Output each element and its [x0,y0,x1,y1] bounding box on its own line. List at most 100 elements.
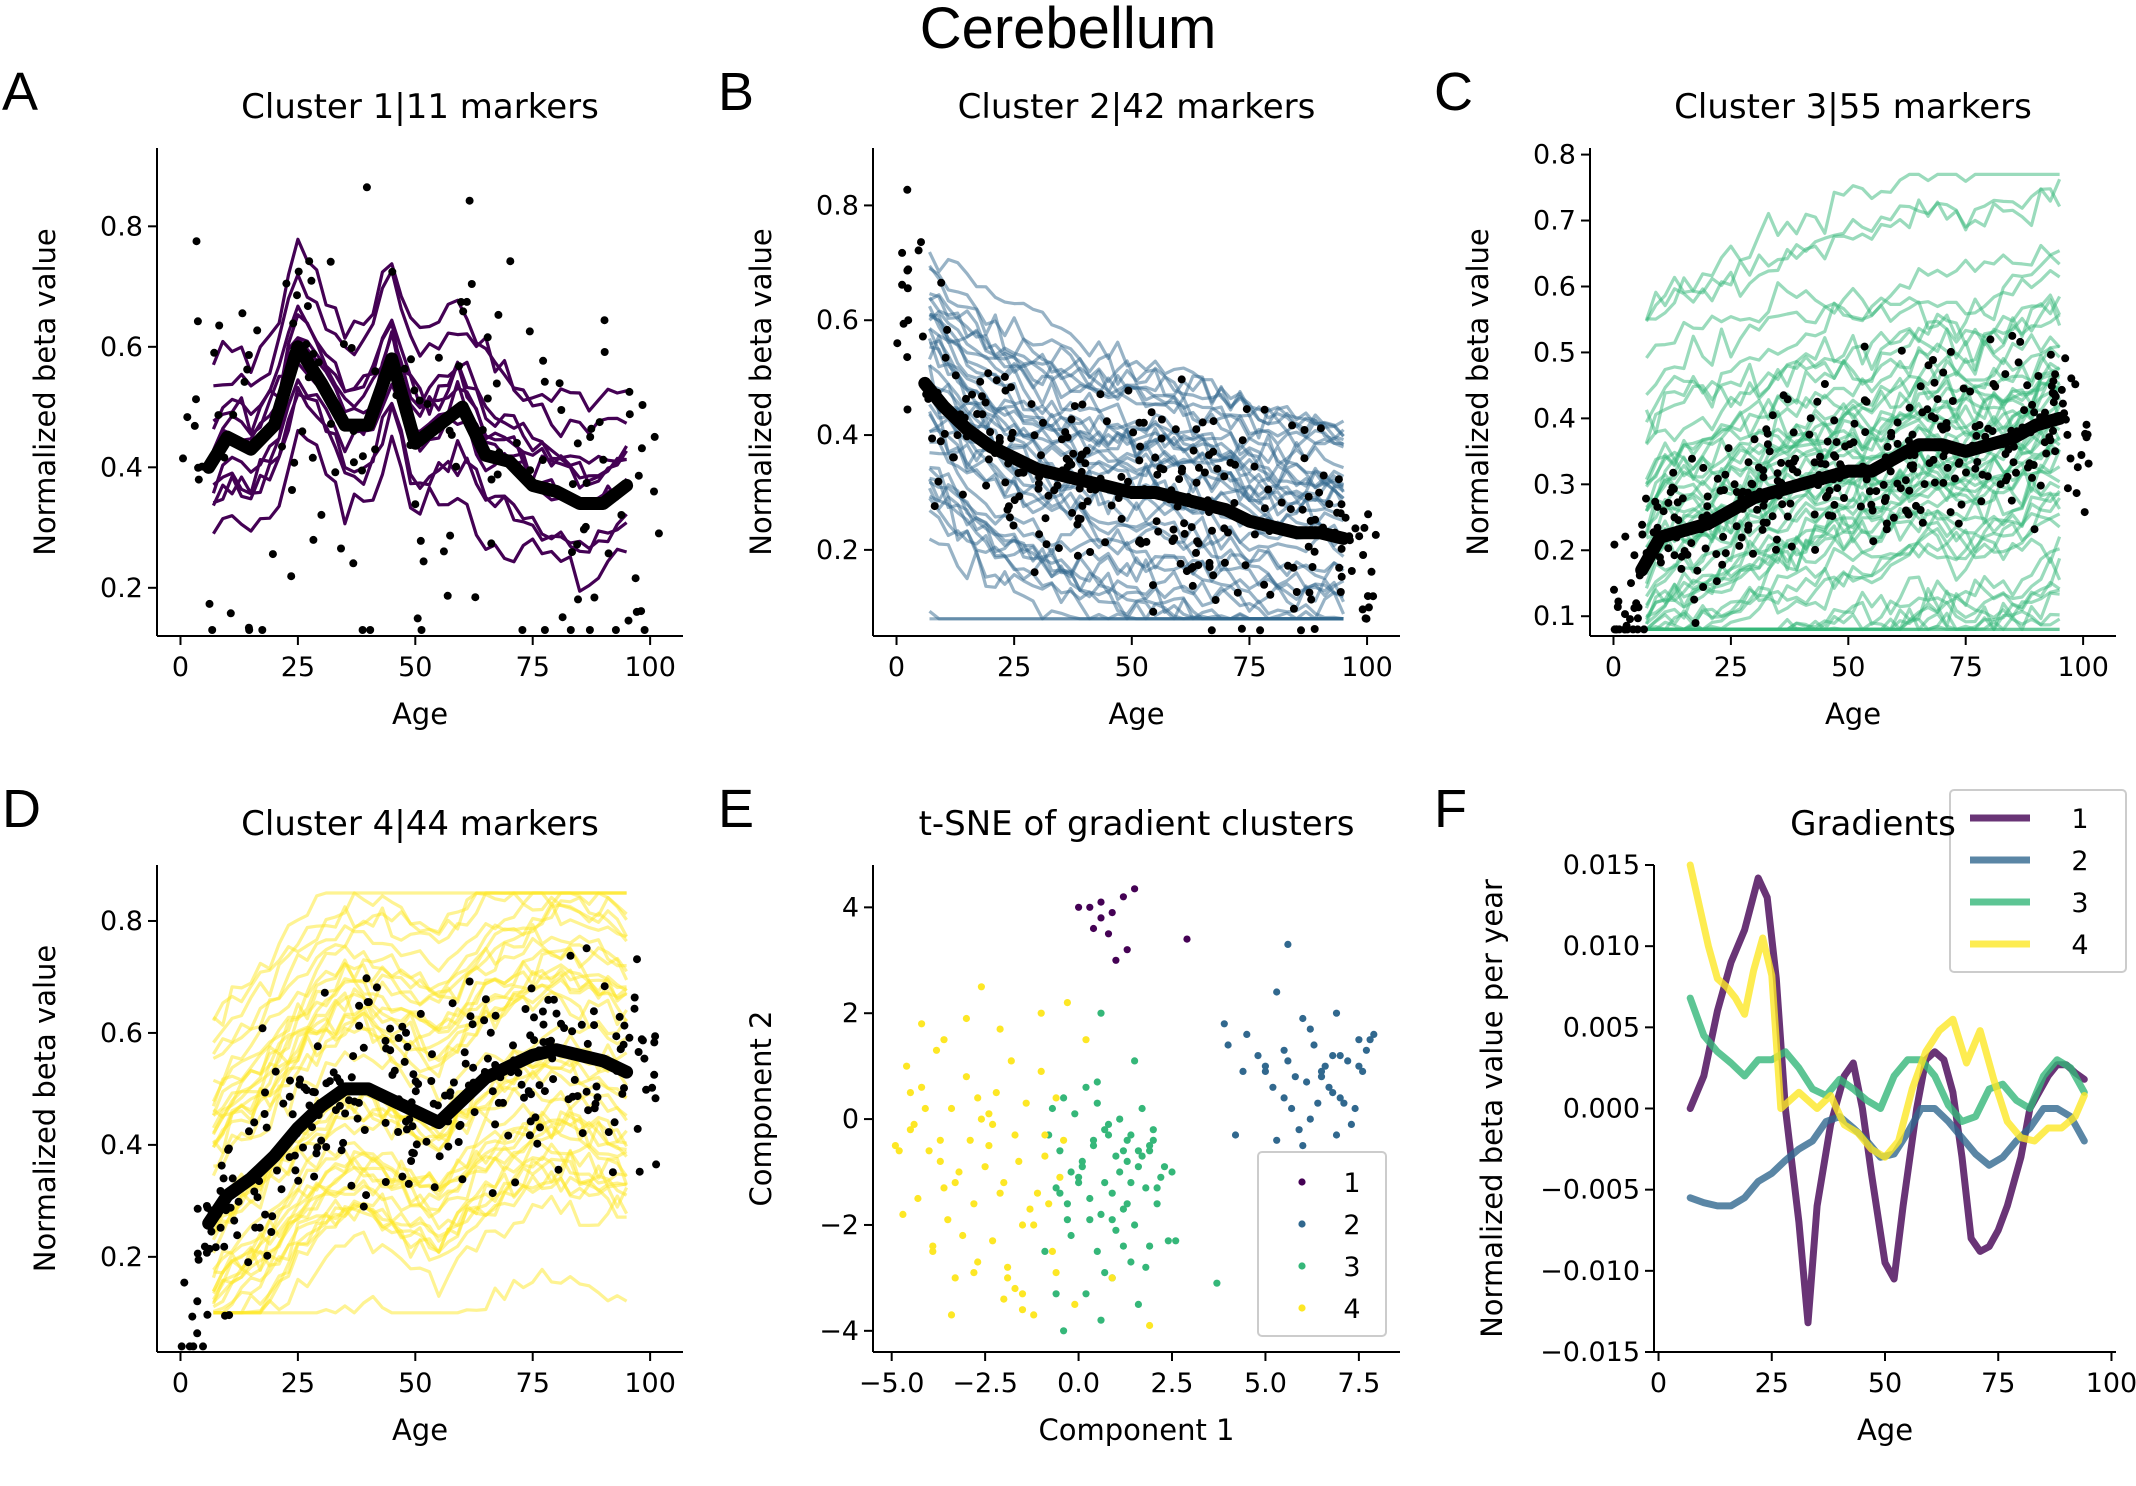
y-axis-label: Normalized beta value per year [1475,879,1509,1338]
data-point [1001,478,1010,487]
data-point [1977,497,1986,506]
panel-b: 0 25 50 75 100 0.2 0.4 0.6 0.8 Age Normalized beta… [718,62,1400,731]
cluster-3-point [1093,1099,1101,1107]
data-point [1142,537,1151,546]
data-point [1830,416,1839,425]
cluster-4-point [921,1104,929,1113]
data-point [359,1043,368,1052]
data-point [253,326,262,335]
data-point [358,452,367,461]
cluster-4-point [947,1311,956,1319]
data-point [624,616,633,625]
data-point [1153,470,1162,479]
data-point [610,1118,619,1127]
data-point [2072,489,2081,498]
data-point [962,394,970,403]
panel-title: Cluster 4|44 markers [241,804,599,844]
data-point [625,410,634,419]
data-point [194,475,203,484]
data-point [1946,508,1955,517]
cluster-2-point [1336,1052,1344,1060]
cluster-2-point [1370,1030,1378,1038]
cluster-1-point [1112,956,1120,964]
data-point [1177,375,1186,384]
y-tick-label: 0.4 [1533,403,1576,434]
cluster-3-point [1052,1184,1060,1192]
data-point [538,1007,547,1016]
cluster-2-point [1303,1078,1311,1086]
data-point [322,1143,331,1151]
data-point [337,544,345,553]
cluster-4-point [981,1163,989,1171]
data-point [593,1093,602,1102]
data-point [1266,590,1275,599]
data-point [1737,533,1746,542]
data-point [570,1075,579,1084]
marker-series-line [928,293,1345,441]
data-point [483,394,492,403]
cluster-3-point [1123,1136,1131,1144]
x-tick-label: 75 [1949,652,1983,683]
cluster-4-point [996,1025,1004,1033]
data-point [590,593,599,602]
data-point [224,1144,233,1153]
marker-series-line [1645,172,2060,323]
data-point [1901,476,1910,485]
y-tick-label: 0.2 [1533,535,1576,566]
marker-series-line [211,1116,628,1292]
data-point [448,999,457,1008]
cluster-2-point [1351,1104,1359,1113]
cluster-3-point [1101,1269,1109,1277]
data-point [333,1074,342,1082]
data-point [415,396,424,405]
data-point [637,607,646,616]
data-point [1101,538,1110,547]
x-tick-label: 50 [1115,652,1149,683]
data-point [371,367,380,376]
data-point [1893,479,1902,488]
data-point [1615,625,1624,634]
mean-trend-line [202,1043,634,1230]
cluster-2-point [1231,1131,1240,1139]
data-point [536,1123,544,1132]
data-point [1750,435,1759,444]
data-point [1703,502,1712,511]
cluster-3-point [1071,1110,1079,1118]
data-point [1930,478,1939,487]
data-point [243,365,252,374]
data-point [347,1181,356,1190]
data-point [1364,510,1373,519]
data-point [285,1092,294,1101]
data-point [555,379,564,388]
data-point [2030,408,2039,417]
data-point [233,1231,242,1240]
data-point [390,1066,399,1075]
data-point [271,1067,280,1076]
data-point [540,1087,549,1096]
data-point [1034,479,1043,488]
y-tick-label: −0.010 [1540,1256,1640,1287]
data-point [1962,468,1970,477]
x-tick-label: 7.5 [1337,1368,1380,1399]
data-point [1086,548,1095,556]
data-point [454,1138,463,1146]
data-point [417,626,426,634]
data-point [1334,475,1343,484]
x-tick-label: 5.0 [1244,1368,1287,1399]
panel-letter: A [2,62,38,122]
data-point [1882,525,1891,534]
data-point [282,279,291,288]
data-point [1610,585,1618,594]
data-point [577,1020,586,1029]
data-point [427,1077,436,1085]
cluster-2-point [1220,1020,1228,1028]
data-point [1930,414,1939,423]
data-point [1918,408,1927,417]
cluster-4-point [970,1269,978,1277]
data-point [1147,408,1156,417]
data-point [1633,625,1642,634]
cluster-2-point [1295,1126,1303,1134]
cluster-3-point [1134,1300,1142,1308]
data-point [404,1179,413,1188]
data-point [1703,492,1712,501]
